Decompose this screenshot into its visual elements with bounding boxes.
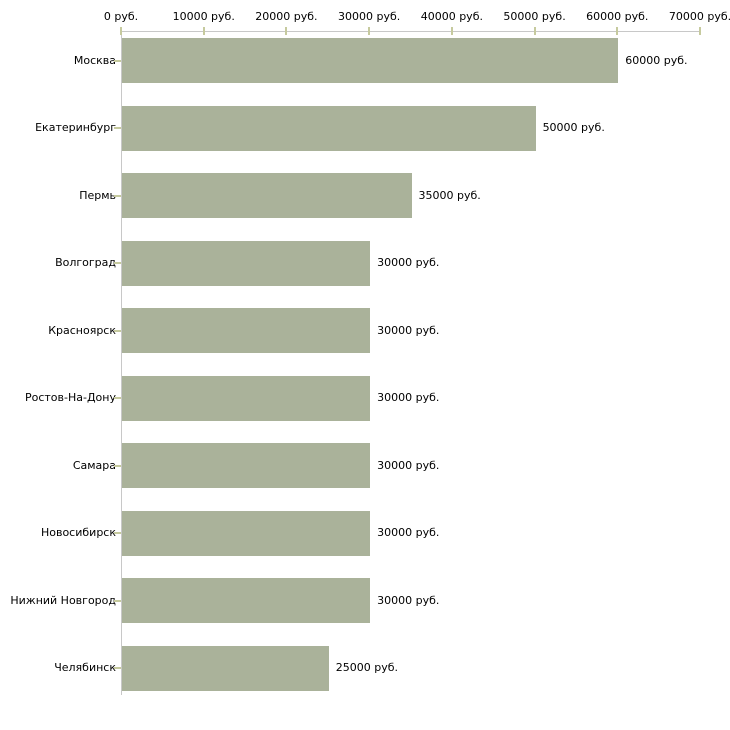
value-label: 35000 руб.: [418, 188, 481, 202]
category-label: Самара: [72, 458, 116, 472]
x-tick-label: 0 руб.: [103, 10, 139, 23]
value-label: 30000 руб.: [377, 323, 440, 337]
value-label: 30000 руб.: [377, 458, 440, 472]
value-label: 30000 руб.: [377, 593, 440, 607]
x-tick-mark: [450, 27, 453, 35]
x-tick-mark: [285, 27, 288, 35]
x-tick-label: 20000 руб.: [255, 10, 318, 23]
x-tick-label: 50000 руб.: [503, 10, 566, 23]
x-tick-label: 10000 руб.: [172, 10, 235, 23]
x-tick-label: 60000 руб.: [586, 10, 649, 23]
x-tick-mark: [202, 27, 205, 35]
x-tick-mark: [616, 27, 619, 35]
x-tick-label: 30000 руб.: [338, 10, 401, 23]
category-tick-mark: [114, 397, 121, 400]
value-label: 50000 руб.: [542, 121, 605, 135]
bar: [122, 578, 371, 624]
category-tick-mark: [114, 262, 121, 265]
category-tick-mark: [114, 464, 121, 467]
x-axis-line: [121, 31, 701, 32]
bar: [122, 105, 536, 151]
value-label: 25000 руб.: [335, 661, 399, 675]
category-label: Волгоград: [55, 256, 116, 270]
category-label: Нижний Новгород: [10, 593, 116, 607]
x-tick-mark: [699, 27, 701, 35]
category-tick-mark: [114, 667, 121, 670]
bar: [122, 240, 371, 286]
category-label: Пермь: [79, 188, 116, 202]
bar: [122, 443, 371, 489]
y-axis-line: [121, 31, 122, 695]
bar: [122, 308, 371, 354]
category-tick-mark: [114, 127, 121, 130]
category-tick-mark: [114, 599, 121, 602]
category-label: Москва: [73, 53, 116, 67]
value-label: 30000 руб.: [377, 391, 440, 405]
bar: [122, 645, 329, 691]
bar: [122, 173, 412, 219]
category-label: Екатеринбург: [35, 121, 116, 135]
value-label: 30000 руб.: [377, 526, 440, 540]
category-label: Красноярск: [48, 323, 116, 337]
bar: [122, 375, 371, 421]
x-tick-mark: [368, 27, 371, 35]
x-tick-label: 70000 руб.: [668, 10, 730, 23]
category-tick-mark: [114, 532, 121, 535]
bar: [122, 510, 371, 556]
bar: [122, 38, 619, 83]
x-tick-mark: [120, 27, 122, 35]
x-tick-label: 40000 руб.: [420, 10, 483, 23]
value-label: 30000 руб.: [377, 256, 440, 270]
category-label: Челябинск: [54, 661, 116, 675]
category-label: Новосибирск: [40, 526, 116, 540]
category-label: Ростов-На-Дону: [24, 391, 116, 405]
value-label: 60000 руб.: [625, 53, 688, 67]
category-tick-mark: [114, 329, 121, 332]
x-tick-mark: [533, 27, 536, 35]
category-tick-mark: [114, 194, 121, 197]
category-tick-mark: [114, 59, 121, 62]
